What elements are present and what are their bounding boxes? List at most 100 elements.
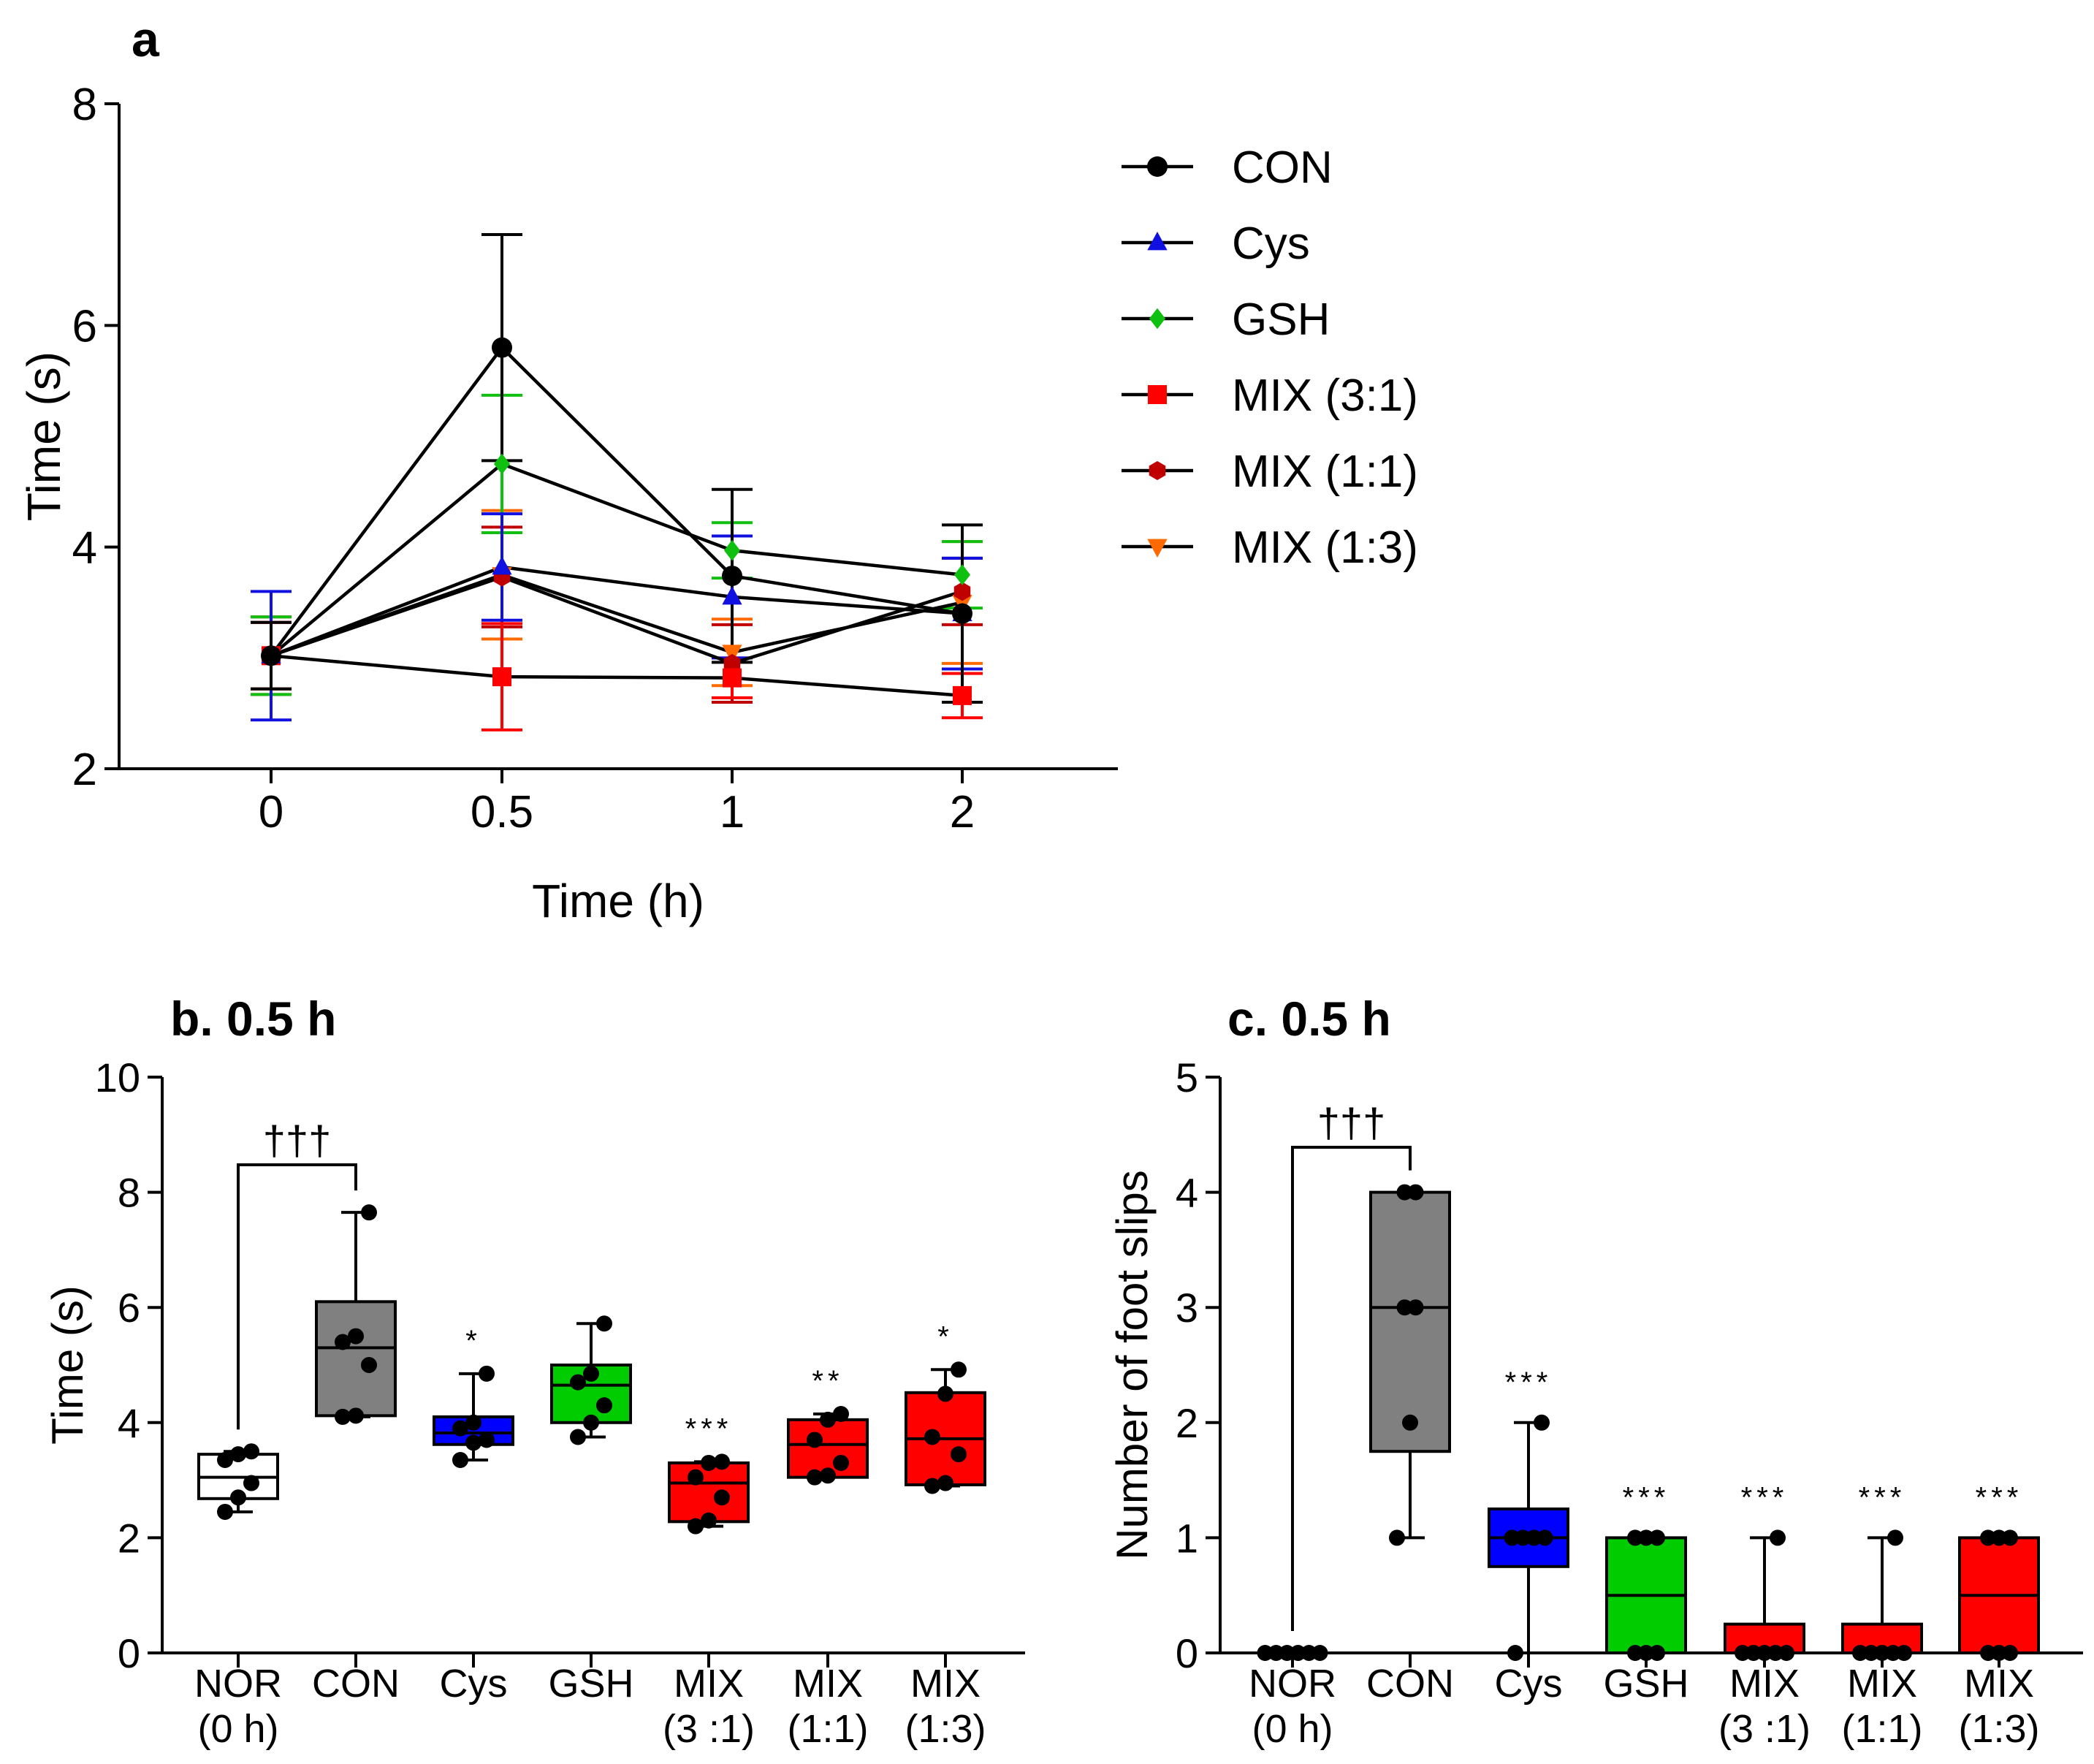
panel-b-x-tick-label: (1:1) xyxy=(787,1707,868,1751)
panel-c-data-point xyxy=(1311,1645,1328,1661)
panel-c-x-tick-label: MIX xyxy=(1729,1662,1800,1706)
panel-c-data-point xyxy=(1887,1529,1903,1546)
panel-a-y-tick-label: 8 xyxy=(72,80,97,130)
panel-b-data-point xyxy=(243,1475,259,1491)
panel-b-significance-label: * xyxy=(465,1325,481,1357)
panel-b-box-plot: b. 0.5 h Time (s) 0 2 4 6 8 10 NOR(0 h) CON Cys G… xyxy=(43,992,1025,1751)
panel-b-data-point xyxy=(452,1452,468,1469)
panel-b-data-point xyxy=(479,1432,495,1448)
panel-c-x-tick-label: NOR xyxy=(1249,1662,1336,1706)
panel-b-data-point xyxy=(479,1365,495,1382)
panel-b-significance-label: ** xyxy=(812,1365,843,1397)
panel-a-data-point xyxy=(492,337,512,358)
panel-b-data-point xyxy=(348,1328,364,1345)
panel-c-y-tick-label: 3 xyxy=(1176,1285,1198,1331)
panel-a-x-axis-label: Time (h) xyxy=(532,875,704,927)
panel-a-data-point xyxy=(953,564,971,585)
legend-label: GSH xyxy=(1232,294,1330,345)
panel-b-data-point xyxy=(335,1334,351,1350)
panel-b-data-point xyxy=(937,1385,953,1402)
panel-a-line-chart: a 2 4 6 8 0 0.5 1 2 Time (s) Time (h) CON Cys GS… xyxy=(18,12,1418,927)
panel-c-title: c. 0.5 h xyxy=(1227,992,1391,1046)
panel-b-data-point xyxy=(452,1420,468,1437)
panel-b-data-point xyxy=(833,1454,849,1471)
panel-c-data-point xyxy=(2002,1645,2018,1661)
panel-b-x-tick-label: (1:3) xyxy=(905,1707,986,1751)
panel-b-data-point xyxy=(951,1361,967,1378)
panel-b-data-point xyxy=(596,1397,612,1414)
panel-b-data-point xyxy=(335,1408,351,1425)
panel-a-series-line xyxy=(270,565,963,658)
panel-a-y-tick-label: 6 xyxy=(72,301,97,351)
panel-c-y-tick-label: 2 xyxy=(1176,1400,1198,1446)
panel-a-legend: CON Cys GSH MIX (3:1) MIX (1:1) MIX (1:3) xyxy=(1122,142,1418,573)
panel-a-series-line xyxy=(270,462,963,658)
panel-c-box-plot: c. 0.5 h Number of foot slips 012345NOR(… xyxy=(1108,992,2083,1751)
panel-c-significance-label: *** xyxy=(1505,1366,1553,1399)
panel-c-significance-label: *** xyxy=(1741,1481,1789,1513)
panel-b-x-tick-label: MIX xyxy=(910,1662,981,1706)
panel-a-label: a xyxy=(132,12,160,67)
panel-c-bracket-label: ††† xyxy=(1317,1100,1385,1146)
panel-a-data-point xyxy=(722,585,742,605)
panel-b-data-point xyxy=(230,1446,246,1463)
panel-a-x-tick-label: 2 xyxy=(950,787,975,837)
panel-b-y-tick-label: 0 xyxy=(118,1630,140,1676)
panel-c-data-point xyxy=(1649,1645,1665,1661)
legend-label: MIX (3:1) xyxy=(1232,370,1418,421)
legend-marker xyxy=(1147,232,1168,251)
panel-c-significance-label: *** xyxy=(1623,1481,1670,1513)
panel-b-significance-bracket xyxy=(237,1163,357,1430)
legend-marker xyxy=(1149,308,1166,330)
panel-a-y-tick-label: 2 xyxy=(72,745,97,795)
panel-b-data-point xyxy=(596,1315,612,1332)
panel-a-x-tick-label: 1 xyxy=(720,787,745,837)
panel-b-y-tick-label: 2 xyxy=(118,1515,140,1561)
panel-a-series-line xyxy=(270,654,963,698)
panel-c-x-tick-label: (0 h) xyxy=(1252,1707,1333,1751)
panel-a-data-point xyxy=(723,668,742,688)
panel-a-x-tick-label: 0.5 xyxy=(471,787,533,837)
legend-label: Cys xyxy=(1232,218,1310,269)
panel-b-data-point xyxy=(688,1469,704,1486)
panel-c-significance-bracket xyxy=(1291,1146,1412,1631)
panel-b-x-tick-label: GSH xyxy=(548,1662,633,1706)
panel-b-significance-label: *** xyxy=(685,1413,733,1445)
legend-marker xyxy=(1148,385,1167,404)
panel-c-x-tick-label: (3 :1) xyxy=(1718,1707,1811,1751)
panel-a-y-tick-label: 4 xyxy=(72,523,97,574)
panel-b-data-point xyxy=(688,1518,704,1535)
panel-a-x-tick-label: 0 xyxy=(259,787,283,837)
panel-b-data-point xyxy=(570,1429,586,1445)
panel-b-title: b. 0.5 h xyxy=(170,992,336,1046)
legend-marker xyxy=(1147,539,1168,558)
panel-b-data-point xyxy=(937,1475,953,1491)
panel-b-data-point xyxy=(348,1407,364,1424)
panel-b-x-tick-label: MIX xyxy=(793,1662,863,1706)
panel-c-box xyxy=(1369,1190,1451,1453)
panel-b-data-point xyxy=(820,1411,836,1428)
panel-b-y-tick-label: 10 xyxy=(95,1054,140,1100)
panel-a-series-line xyxy=(270,575,963,666)
panel-c-x-tick-label: (1:1) xyxy=(1841,1707,1922,1751)
legend-label: MIX (1:3) xyxy=(1232,522,1418,573)
panel-c-data-point xyxy=(1507,1645,1523,1661)
legend-label: CON xyxy=(1232,142,1333,193)
panel-b-data-point xyxy=(833,1405,849,1422)
legend-label: MIX (1:1) xyxy=(1232,446,1418,497)
panel-b-data-point xyxy=(820,1467,836,1484)
panel-b-bracket-label: ††† xyxy=(263,1117,331,1163)
legend-marker xyxy=(1149,461,1166,480)
panel-b-data-point xyxy=(701,1454,717,1471)
panel-c-data-point xyxy=(1649,1529,1665,1546)
panel-c-data-point xyxy=(1778,1645,1794,1661)
panel-a-data-point xyxy=(492,667,511,687)
panel-a-data-point xyxy=(952,603,972,624)
panel-b-data-point xyxy=(714,1489,730,1506)
panel-c-y-axis-label: Number of foot slips xyxy=(1108,1170,1157,1560)
panel-c-x-tick-label: Cys xyxy=(1495,1662,1563,1706)
panel-a-data-point xyxy=(261,645,281,666)
panel-b-data-point xyxy=(583,1414,599,1431)
panel-b-data-point xyxy=(217,1503,233,1520)
